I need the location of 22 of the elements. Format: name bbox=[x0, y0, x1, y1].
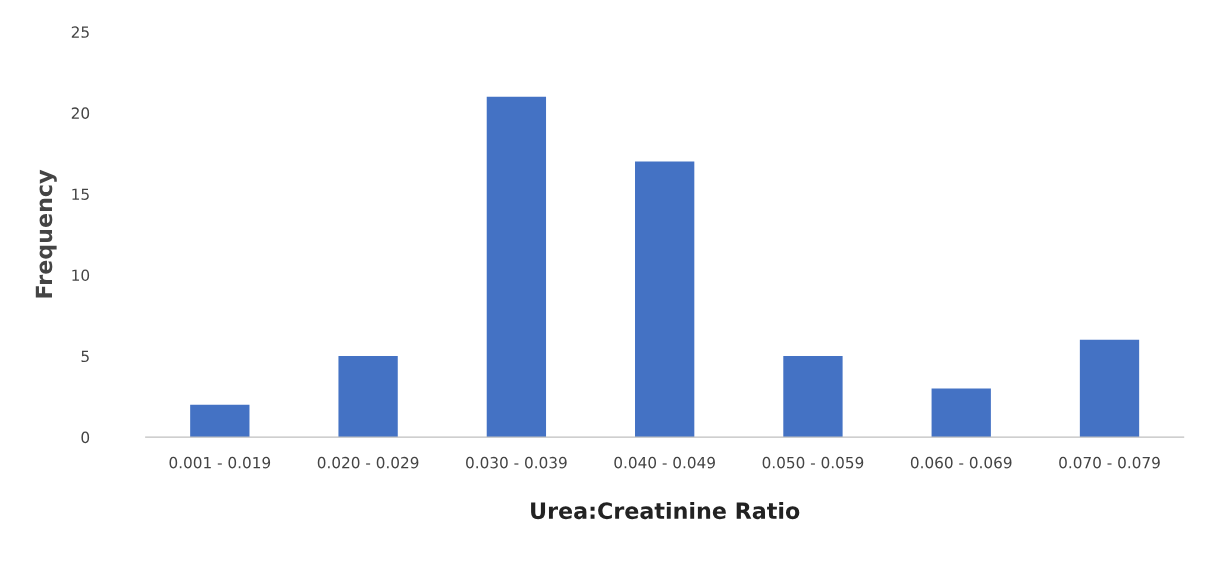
x-tick-label: 0.070 - 0.079 bbox=[1059, 456, 1160, 469]
x-tick-label: 0.050 - 0.059 bbox=[762, 456, 864, 469]
y-axis-title: Frequency bbox=[35, 169, 57, 298]
y-tick-label: 10 bbox=[72, 269, 90, 282]
bar bbox=[190, 404, 250, 438]
y-tick-label: 25 bbox=[71, 26, 89, 38]
y-tick-label: 20 bbox=[71, 107, 90, 119]
x-tick-label: 0.001 - 0.019 bbox=[169, 456, 271, 469]
bar bbox=[1079, 339, 1140, 438]
y-tick-label: 15 bbox=[72, 188, 89, 200]
y-tick-label: 5 bbox=[81, 350, 89, 363]
bar bbox=[486, 96, 547, 438]
x-axis-title: Urea:Creatinine Ratio bbox=[531, 501, 800, 520]
bar bbox=[338, 356, 398, 438]
bar bbox=[931, 388, 991, 438]
bar bbox=[783, 356, 843, 438]
x-tick-label: 0.040 - 0.049 bbox=[614, 456, 715, 469]
x-tick-label: 0.060 - 0.069 bbox=[910, 456, 1012, 469]
bar bbox=[635, 161, 695, 438]
x-tick-label: 0.030 - 0.039 bbox=[466, 456, 567, 469]
y-tick-label: 0 bbox=[81, 431, 90, 444]
x-tick-label: 0.020 - 0.029 bbox=[317, 456, 419, 469]
